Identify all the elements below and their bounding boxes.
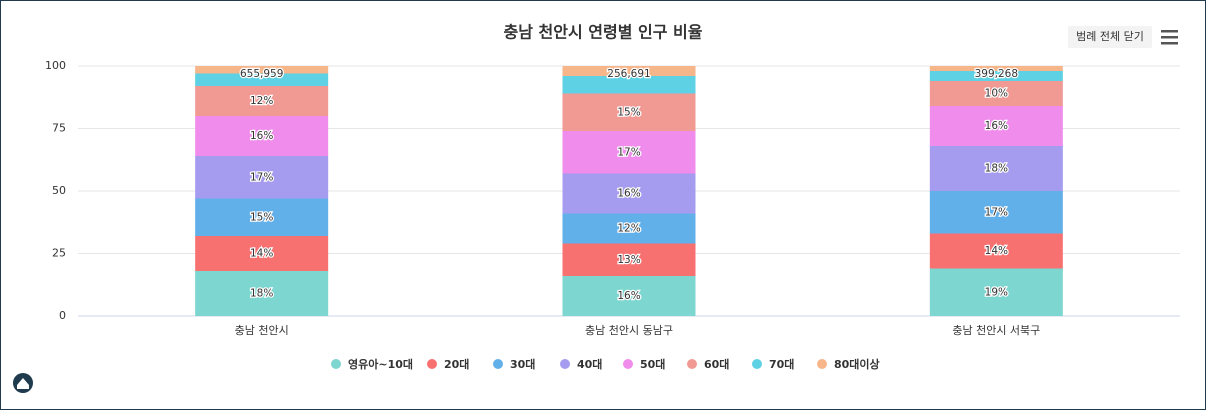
total-label: 655,959 [240, 68, 283, 80]
bar-segment [929, 106, 1063, 146]
data-label: 16% [985, 120, 1008, 132]
legend-item[interactable]: 영유아~10대 [331, 357, 413, 371]
legend-swatch[interactable] [493, 359, 503, 369]
legend-label[interactable]: 30대 [510, 357, 535, 371]
legend-swatch[interactable] [752, 359, 762, 369]
bar-segment [562, 131, 696, 174]
legend-label[interactable]: 70대 [769, 357, 794, 371]
legend-swatch[interactable] [817, 359, 827, 369]
x-tick-label: 충남 천안시 [235, 323, 289, 337]
legend-item[interactable]: 60대 [687, 357, 729, 371]
bar-segment [929, 71, 1063, 81]
data-label: 14% [250, 248, 273, 260]
legend-swatch[interactable] [623, 359, 633, 369]
logo [13, 373, 33, 393]
chart-title: 충남 천안시 연령별 인구 비율 [504, 23, 703, 42]
legend-label[interactable]: 50대 [640, 357, 665, 371]
bar-segment [562, 276, 696, 316]
bar-segment [929, 233, 1063, 269]
total-label: 399,268 [975, 68, 1018, 80]
data-label: 18% [250, 288, 273, 300]
legend-item[interactable]: 80대이상 [817, 357, 880, 371]
bar-segment [195, 116, 329, 156]
legend-swatch[interactable] [560, 359, 570, 369]
legend-label[interactable]: 60대 [704, 357, 729, 371]
y-tick-label: 75 [52, 122, 66, 135]
bar-segment [929, 191, 1063, 234]
y-tick-label: 0 [59, 309, 66, 322]
x-tick-label: 충남 천안시 서북구 [952, 323, 1040, 337]
menu-icon[interactable] [1161, 30, 1178, 45]
bar-segment [562, 213, 696, 244]
bar-segment [929, 146, 1063, 191]
legend-item[interactable]: 40대 [560, 357, 602, 371]
data-label: 17% [617, 146, 640, 158]
y-tick-label: 25 [52, 247, 66, 260]
data-label: 19% [985, 286, 1008, 298]
bar-segment [562, 173, 696, 214]
bar-segment [929, 268, 1063, 316]
bar-segment [562, 93, 696, 131]
data-label: 14% [985, 245, 1008, 257]
legend-swatch[interactable] [331, 359, 341, 369]
y-tick-label: 100 [45, 59, 66, 72]
legend-item[interactable]: 50대 [623, 357, 665, 371]
legend-label[interactable]: 영유아~10대 [348, 357, 413, 371]
bar-segment [195, 86, 329, 116]
legend-toggle-label[interactable]: 범례 전체 닫기 [1076, 30, 1144, 43]
legend-item[interactable]: 30대 [493, 357, 535, 371]
legend-toggle-button[interactable] [1068, 26, 1152, 48]
legend-label[interactable]: 40대 [577, 357, 602, 371]
bar-segment [195, 66, 329, 74]
data-label: 12% [617, 223, 640, 235]
bar-segment [195, 198, 329, 236]
bar-segment [562, 243, 696, 276]
bar-segment [929, 66, 1063, 71]
legend-swatch[interactable] [687, 359, 697, 369]
data-label: 18% [985, 163, 1008, 175]
data-label: 17% [250, 171, 273, 183]
data-label: 17% [985, 206, 1008, 218]
bar-segment [195, 156, 329, 199]
data-label: 13% [617, 254, 640, 266]
bar-segment [195, 271, 329, 316]
data-label: 16% [250, 130, 273, 142]
total-label: 256,691 [607, 68, 650, 80]
y-tick-label: 50 [52, 184, 66, 197]
bar-segment [562, 76, 696, 94]
bar-segment [195, 73, 329, 86]
data-label: 15% [250, 211, 273, 223]
bar-segment [929, 81, 1063, 106]
legend-item[interactable]: 20대 [427, 357, 469, 371]
data-label: 16% [617, 188, 640, 200]
legend-item[interactable]: 70대 [752, 357, 794, 371]
data-label: 10% [985, 88, 1008, 100]
legend-label[interactable]: 80대이상 [834, 357, 880, 371]
data-label: 16% [617, 290, 640, 302]
bar-segment [195, 236, 329, 271]
legend-label[interactable]: 20대 [444, 357, 469, 371]
x-tick-label: 충남 천안시 동남구 [585, 323, 673, 337]
data-label: 12% [250, 95, 273, 107]
bar-segment [562, 66, 696, 76]
legend-swatch[interactable] [427, 359, 437, 369]
data-label: 15% [617, 106, 640, 118]
